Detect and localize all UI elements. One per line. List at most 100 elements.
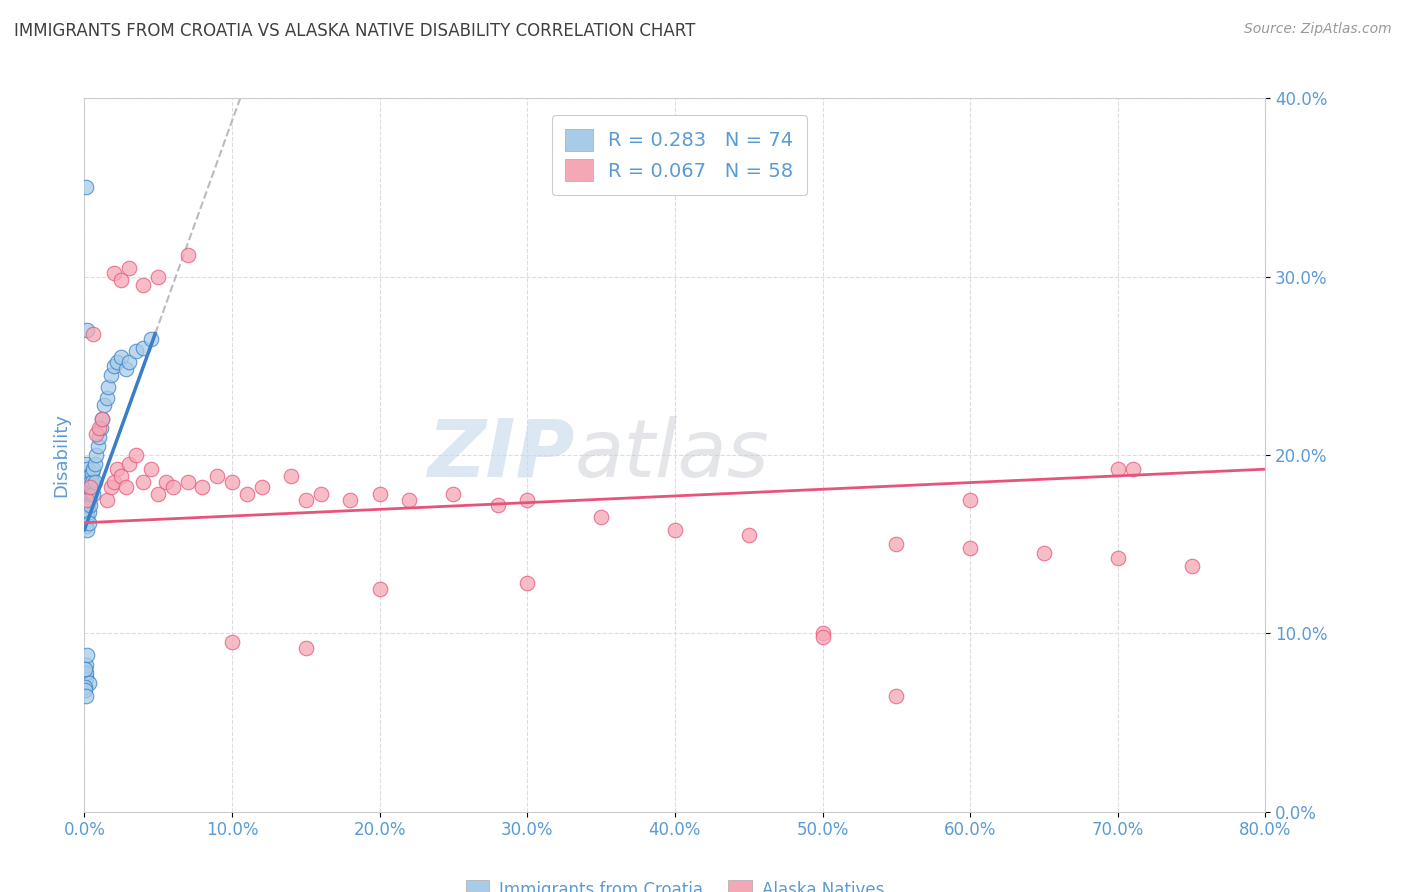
Point [177,475,200,489]
Point [75,498,97,512]
Point [79,498,101,512]
Point [75,483,97,498]
Point [148,269,170,284]
Point [591,510,613,524]
Point [103,475,125,489]
Point [148,487,170,501]
Point [103,359,125,373]
Point [441,487,464,501]
Point [97,380,120,394]
Point [75,457,97,471]
Point [76,487,98,501]
Point [75,683,97,698]
Point [75,680,97,694]
Point [86,439,108,453]
Point [75,662,97,676]
Point [75,671,97,685]
Point [959,541,981,555]
Point [75,487,97,501]
Point [80,483,103,498]
Point [76,462,98,476]
Point [132,278,155,293]
Point [76,492,98,507]
Point [80,466,103,480]
Point [77,498,100,512]
Point [96,391,118,405]
Point [82,462,104,476]
Point [73,480,96,494]
Point [76,498,98,512]
Point [139,462,162,476]
Point [516,492,538,507]
Point [73,492,96,507]
Point [221,635,243,649]
Point [84,426,107,441]
Point [77,676,100,690]
Point [82,475,104,489]
Point [118,457,141,471]
Point [79,487,101,501]
Point [82,487,104,501]
Point [339,492,361,507]
Point [280,469,302,483]
Point [139,332,162,346]
Point [1107,551,1129,566]
Point [75,501,97,516]
Point [96,492,118,507]
Point [1122,462,1144,476]
Point [177,248,200,262]
Point [75,492,97,507]
Point [90,421,112,435]
Point [811,626,834,640]
Point [91,412,114,426]
Point [76,480,98,494]
Point [75,498,97,512]
Point [75,519,97,533]
Point [76,323,98,337]
Point [125,344,148,359]
Point [79,487,101,501]
Point [516,576,538,591]
Point [205,469,228,483]
Point [75,665,97,680]
Point [886,689,908,703]
Point [105,355,128,369]
Point [77,505,100,519]
Point [87,421,111,435]
Point [84,448,107,462]
Point [118,355,141,369]
Point [105,462,128,476]
Point [87,430,111,444]
Point [1032,546,1054,560]
Point [486,498,509,512]
Point [77,469,100,483]
Point [77,516,100,530]
Point [155,475,177,489]
Point [75,510,97,524]
Text: atlas: atlas [575,416,769,494]
Point [83,457,105,471]
Point [79,475,101,489]
Point [811,630,834,644]
Point [132,341,155,355]
Point [309,487,332,501]
Point [295,492,318,507]
Point [398,492,420,507]
Point [82,326,104,341]
Point [125,448,148,462]
Point [83,475,105,489]
Point [76,648,98,662]
Text: Source: ZipAtlas.com: Source: ZipAtlas.com [1244,22,1392,37]
Point [959,492,981,507]
Point [221,475,243,489]
Point [664,523,686,537]
Point [80,480,103,494]
Point [79,480,101,494]
Point [76,475,98,489]
Point [75,510,97,524]
Point [75,487,97,501]
Point [110,469,132,483]
Point [100,368,122,382]
Point [110,273,132,287]
Point [132,475,155,489]
